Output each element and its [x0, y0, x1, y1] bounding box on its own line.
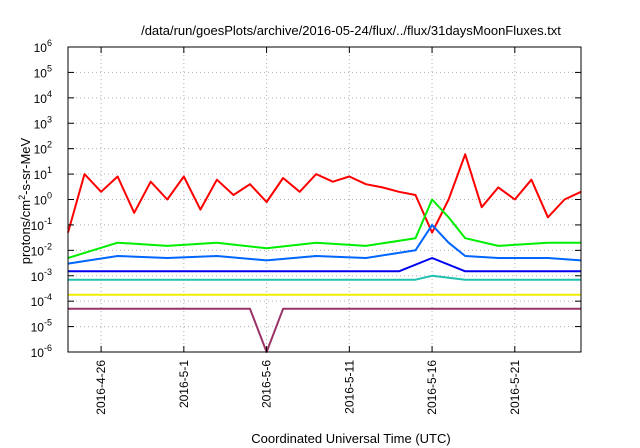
y-tick-label: 101	[34, 165, 52, 182]
x-tick-label: 2016-5-16	[425, 360, 439, 415]
series-line-2	[67, 198, 581, 259]
series-line-1	[67, 153, 582, 234]
y-tick-label: 10-3	[31, 267, 52, 284]
series-line-4	[68, 257, 581, 273]
series-line-3	[67, 223, 582, 265]
series-line-5	[68, 274, 581, 281]
y-tick-label: 10-4	[31, 292, 52, 309]
y-tick-label: 106	[34, 38, 52, 55]
series-layer	[67, 153, 582, 353]
y-tick-label: 105	[34, 63, 52, 80]
x-tick-label: 2016-5-1	[177, 360, 191, 408]
y-tick-label: 10-1	[31, 216, 52, 233]
x-tick-labels: 2016-4-26 2016-5-1 2016-5-6 2016-5-11 2016-5…	[94, 360, 522, 415]
chart-title: /data/run/goesPlots/archive/2016-05-24/f…	[141, 23, 561, 38]
x-tick-label: 2016-5-11	[342, 360, 356, 414]
y-axis-label-prefix: protons/cm	[18, 200, 33, 264]
y-tick-label: 103	[34, 114, 52, 131]
y-tick-label: 10-5	[31, 318, 52, 335]
x-tick-label: 2016-4-26	[94, 360, 108, 415]
y-tick-label: 10-6	[31, 343, 52, 360]
y-axis-label-sup: 2	[17, 195, 27, 200]
ticks	[68, 46, 581, 353]
y-tick-label: 100	[34, 191, 52, 208]
y-tick-label: 104	[34, 89, 52, 106]
grid	[68, 47, 581, 352]
y-tick-label: 102	[34, 140, 52, 157]
y-axis-label: protons/cm2-s-sr-MeV	[17, 137, 33, 264]
x-tick-label: 2016-5-6	[260, 360, 274, 408]
y-axis-label-suffix: -s-sr-MeV	[18, 137, 33, 194]
x-axis-label: Coordinated Universal Time (UTC)	[251, 431, 450, 446]
y-tick-label: 10-2	[31, 241, 52, 258]
x-tick-label: 2016-5-21	[508, 360, 522, 415]
series-line-7	[68, 307, 581, 353]
y-tick-labels: 10-6 10-5 10-4 10-3 10-2 10-1 100 101 102 103 104 1…	[31, 38, 52, 360]
